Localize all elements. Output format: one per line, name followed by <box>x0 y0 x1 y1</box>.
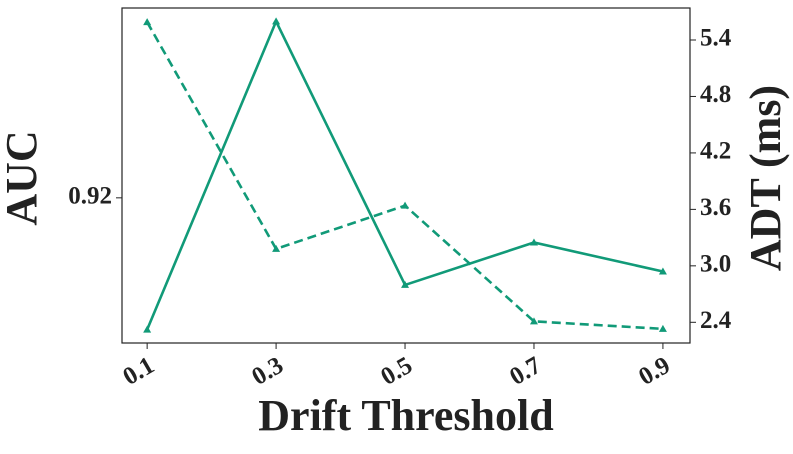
plot-frame <box>121 7 691 344</box>
marker <box>529 238 538 246</box>
x-tick-label: 0.9 <box>634 352 675 391</box>
marker <box>272 17 281 25</box>
marker <box>401 201 410 209</box>
marker <box>401 280 410 288</box>
y2-tick-label: 3.0 <box>700 251 731 278</box>
marker <box>143 18 152 26</box>
y2-tick-label: 4.2 <box>700 138 731 165</box>
marker <box>658 267 667 275</box>
y2-tick-label: 5.4 <box>700 25 732 52</box>
marker <box>272 244 281 252</box>
marker <box>658 324 667 332</box>
marker <box>529 317 538 325</box>
x-axis-label: Drift Threshold <box>258 391 553 440</box>
x-tick-label: 0.5 <box>376 352 417 391</box>
y2-tick-label: 2.4 <box>700 307 732 334</box>
y-axis-label: AUC <box>0 130 46 225</box>
y2-tick-label: 4.8 <box>700 81 731 108</box>
x-tick-label: 0.1 <box>118 352 159 391</box>
x-tick-label: 0.3 <box>247 352 288 391</box>
y2-axis-label: ADT (ms) <box>741 85 790 271</box>
y-tick-label: 0.92 <box>68 183 112 210</box>
y2-tick-label: 3.6 <box>700 194 731 221</box>
marker <box>143 325 152 333</box>
x-tick-label: 0.7 <box>505 352 546 391</box>
